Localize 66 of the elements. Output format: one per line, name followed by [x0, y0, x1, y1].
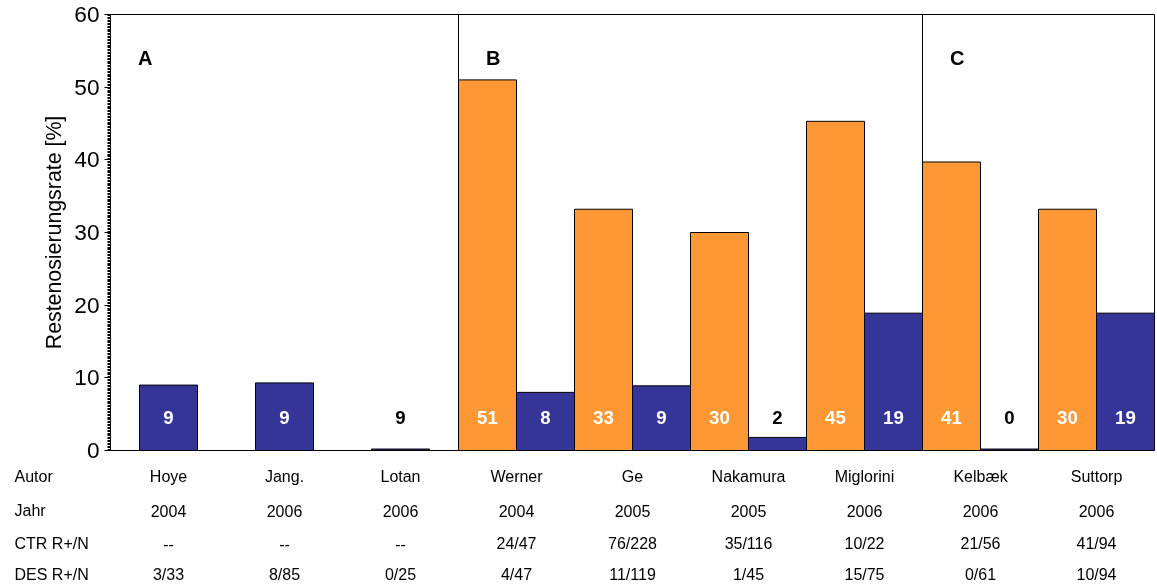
- text: 2004: [498, 502, 535, 520]
- x-tick-label: Lotan: [380, 468, 421, 485]
- text: 4/47: [500, 566, 533, 583]
- text: 21/56: [960, 535, 1001, 552]
- x-tick-label: Nakamura: [711, 468, 786, 485]
- text: --: [395, 535, 406, 553]
- text: CTR R+/N: [14, 535, 89, 552]
- annotation: 30: [1057, 407, 1078, 429]
- text: Jahr: [14, 502, 47, 519]
- text: DES R+/N: [14, 566, 89, 583]
- data-label: 33: [593, 407, 614, 429]
- text: 1/45: [732, 566, 765, 583]
- text: 3/33: [152, 566, 185, 583]
- text: 2005: [614, 502, 651, 520]
- x-tick-label: Suttorp: [1070, 468, 1123, 485]
- text: 2006: [1078, 502, 1115, 520]
- text: 15/75: [844, 566, 885, 583]
- y-tick-label: 30: [74, 219, 100, 245]
- text: 2006: [846, 502, 883, 520]
- data-label: 19: [883, 407, 904, 429]
- text: 35/116: [724, 535, 773, 552]
- annotation: 41: [941, 407, 962, 429]
- data-label: 8: [540, 407, 551, 429]
- data-label: 2: [772, 407, 783, 429]
- text: 10/94: [1076, 566, 1117, 583]
- text: 24/47: [496, 535, 537, 552]
- data-label: 51: [477, 407, 498, 429]
- x-tick-label: Hoye: [149, 468, 188, 485]
- x-tick-label: Werner: [490, 468, 544, 485]
- x-tick-label: Kelbæk: [953, 468, 1009, 485]
- text: 8/85: [268, 566, 301, 583]
- text: 76/228: [608, 535, 658, 552]
- annotation: A: [138, 47, 153, 70]
- data-label: 9: [656, 407, 667, 429]
- x-tick-label: Ge: [621, 468, 644, 485]
- text: 2006: [962, 502, 999, 520]
- data-label: 0: [1004, 407, 1015, 429]
- text: 11/119: [609, 566, 656, 583]
- text: 2006: [382, 502, 419, 520]
- y-tick-label: 20: [74, 291, 100, 318]
- text: --: [163, 535, 174, 553]
- y-tick-label: 60: [74, 1, 100, 27]
- data-label: 9: [279, 407, 290, 429]
- text: --: [279, 535, 290, 553]
- y-tick-label: 50: [74, 73, 100, 100]
- y-tick-label: 10: [74, 364, 100, 391]
- text: 2006: [266, 502, 303, 520]
- data-label: 19: [1115, 407, 1136, 429]
- text: 0/25: [384, 566, 417, 583]
- data-label: 45: [825, 407, 846, 429]
- text: Autor: [14, 468, 54, 485]
- data-label: 9: [163, 407, 174, 429]
- y-axis-title: Restenosierungsrate [%]: [42, 115, 67, 350]
- annotation: C: [950, 47, 965, 70]
- data-label: 30: [709, 407, 730, 429]
- y-tick-label: 0: [86, 437, 100, 463]
- x-tick-label: Miglorini: [834, 468, 895, 485]
- annotation: B: [486, 47, 501, 70]
- text: 2004: [150, 502, 187, 520]
- text: 10/22: [844, 535, 885, 552]
- y-tick-label: 40: [74, 146, 100, 173]
- x-tick-label: Jang.: [264, 468, 305, 485]
- text: 0/61: [964, 566, 997, 583]
- text: 41/94: [1076, 535, 1117, 552]
- text: 2005: [730, 502, 767, 520]
- annotation: 9: [395, 407, 406, 429]
